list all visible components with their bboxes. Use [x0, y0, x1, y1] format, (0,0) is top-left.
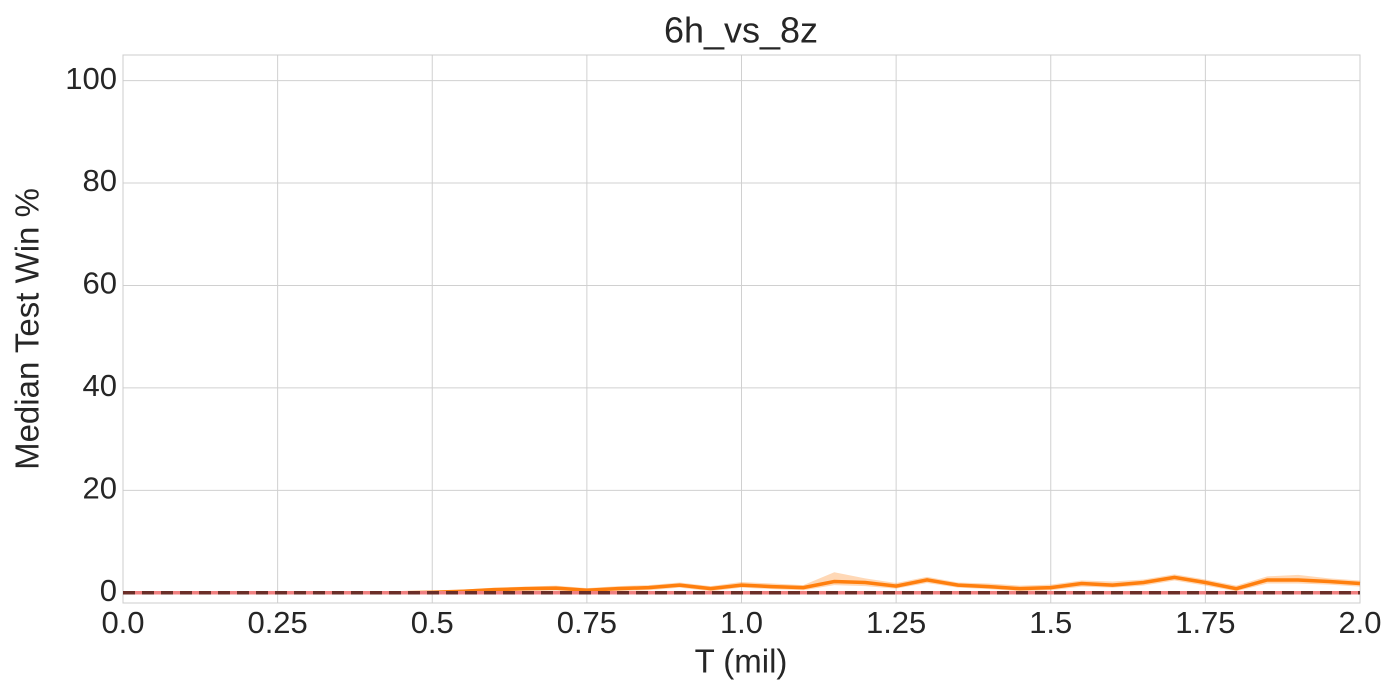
x-tick-label: 0.0	[101, 605, 144, 640]
y-tick-label: 0	[100, 573, 117, 608]
chart-title: 6h_vs_8z	[664, 10, 818, 51]
x-tick-label: 0.5	[411, 605, 454, 640]
plot-frame	[122, 54, 1361, 604]
x-tick-label: 2.0	[1338, 605, 1381, 640]
y-tick-label: 100	[65, 61, 117, 96]
x-tick-label: 1.5	[1029, 605, 1072, 640]
y-tick-label: 60	[83, 266, 117, 301]
y-tick-label: 80	[83, 163, 117, 198]
x-tick-label: 0.25	[247, 605, 307, 640]
y-tick-label: 40	[83, 368, 117, 403]
x-axis-label: T (mil)	[695, 643, 788, 680]
x-tick-label: 1.75	[1175, 605, 1235, 640]
y-axis-label: Median Test Win %	[9, 188, 46, 470]
y-tick-label: 20	[83, 471, 117, 506]
x-tick-label: 0.75	[557, 605, 617, 640]
x-tick-label: 1.0	[720, 605, 763, 640]
x-tick-label: 1.25	[866, 605, 926, 640]
